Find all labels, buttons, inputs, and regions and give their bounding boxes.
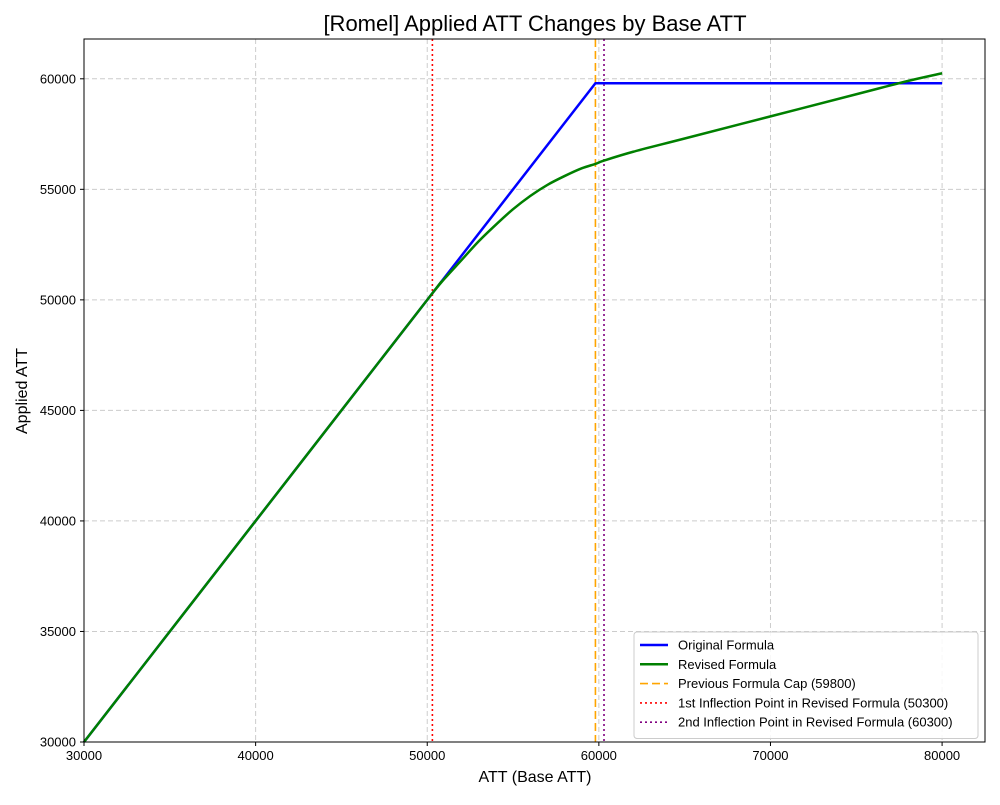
legend-box — [633, 631, 979, 739]
legend-label: Revised Formula — [678, 657, 777, 672]
reference-lines — [431, 39, 605, 742]
y-tick-label: 45000 — [40, 403, 76, 418]
y-tick-label: 35000 — [40, 624, 76, 639]
y-axis-ticks: 30000 35000 40000 45000 50000 55000 60000 — [40, 71, 84, 750]
legend: Original Formula Revised Formula Previous … — [633, 631, 979, 739]
x-tick-label: 80000 — [924, 748, 960, 763]
x-tick-label: 30000 — [66, 748, 102, 763]
series-lines — [83, 72, 943, 743]
y-tick-label: 50000 — [40, 292, 76, 307]
chart-title: [Romel] Applied ATT Changes by Base ATT — [323, 11, 746, 36]
y-axis-label: Applied ATT — [14, 348, 31, 434]
plot-area-frame — [83, 38, 986, 743]
legend-label: Previous Formula Cap (59800) — [678, 676, 856, 691]
x-tick-label: 60000 — [581, 748, 617, 763]
y-tick-label: 30000 — [40, 735, 76, 750]
y-tick-label: 60000 — [40, 71, 76, 86]
series-line-revised — [83, 72, 943, 743]
x-axis-label: ATT (Base ATT) — [479, 769, 592, 786]
y-tick-label: 55000 — [40, 182, 76, 197]
legend-label: 2nd Inflection Point in Revised Formula … — [678, 715, 953, 730]
x-tick-label: 50000 — [409, 748, 445, 763]
legend-label: Original Formula — [678, 638, 775, 653]
x-axis-ticks: 30000 40000 50000 60000 70000 80000 — [66, 742, 960, 763]
x-tick-label: 40000 — [238, 748, 274, 763]
legend-label: 1st Inflection Point in Revised Formula … — [678, 695, 948, 710]
y-tick-label: 40000 — [40, 513, 76, 528]
x-tick-label: 70000 — [752, 748, 788, 763]
